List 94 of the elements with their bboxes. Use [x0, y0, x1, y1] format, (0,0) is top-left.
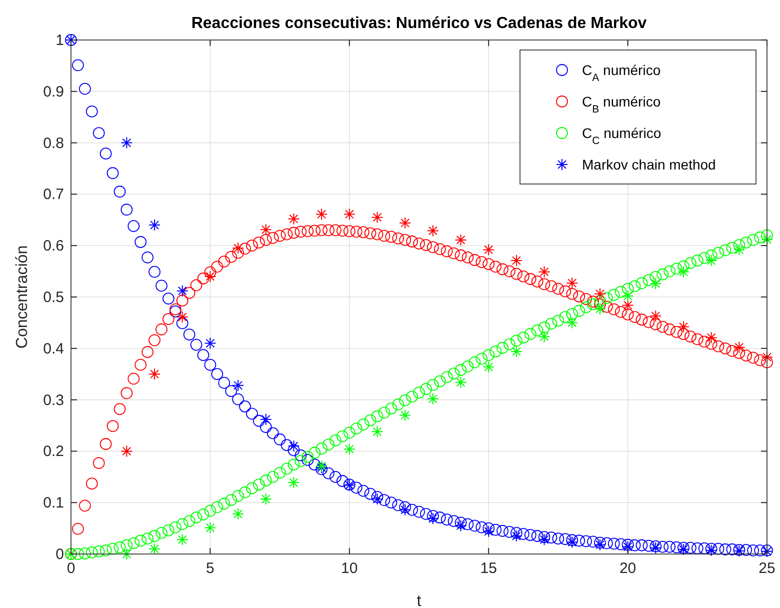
point — [426, 512, 439, 525]
point — [622, 540, 634, 553]
x-tick-label: 25 — [758, 560, 776, 577]
point — [566, 277, 578, 290]
point — [761, 545, 773, 558]
legend-label: Markov chain method — [582, 156, 716, 172]
point — [538, 266, 550, 278]
point — [371, 426, 384, 438]
point — [510, 345, 522, 358]
point — [733, 544, 746, 557]
point — [204, 337, 216, 350]
point — [232, 379, 244, 392]
point — [566, 536, 578, 548]
y-axis-title: Concentración — [14, 245, 31, 349]
chart-title: Reacciones consecutivas: Numérico vs Cadenas de Markov — [191, 15, 647, 32]
point — [176, 311, 188, 324]
point — [482, 360, 495, 373]
point — [371, 211, 384, 224]
point — [120, 445, 133, 458]
point — [454, 376, 467, 388]
y-tick-label: 0.7 — [43, 186, 64, 204]
point — [705, 332, 718, 344]
point — [288, 476, 300, 489]
y-tick-label: 0.3 — [43, 392, 64, 409]
point — [510, 530, 522, 542]
point — [650, 310, 662, 322]
point — [148, 542, 161, 555]
point — [510, 254, 522, 267]
point — [176, 534, 188, 546]
point — [705, 254, 718, 267]
x-axis-title: t — [416, 593, 422, 608]
point — [204, 270, 216, 282]
point — [733, 341, 746, 354]
point — [622, 290, 634, 302]
point — [232, 508, 244, 520]
y-tick-label: 0.4 — [43, 340, 64, 358]
point — [343, 208, 356, 220]
x-tick-label: 20 — [619, 560, 636, 577]
point — [482, 525, 495, 538]
point — [761, 351, 773, 364]
x-tick-label: 5 — [206, 560, 214, 577]
point — [677, 543, 690, 556]
point — [260, 224, 272, 236]
point — [594, 302, 606, 315]
point — [761, 233, 773, 246]
point — [176, 284, 188, 297]
point — [399, 409, 412, 422]
legend-label: C$_{A}$ numérico — [582, 62, 661, 84]
point — [288, 440, 300, 452]
y-tick-label: 0 — [56, 546, 64, 563]
point — [204, 522, 216, 534]
point — [399, 216, 412, 229]
point — [120, 548, 133, 560]
point — [426, 392, 439, 405]
point — [343, 443, 356, 456]
legend-label: C$_{B}$ numérico — [582, 94, 661, 116]
point — [232, 242, 244, 254]
point — [120, 136, 133, 149]
x-tick-label: 0 — [66, 560, 76, 577]
y-tick-label: 1 — [56, 32, 64, 49]
point — [733, 244, 746, 256]
point — [705, 544, 718, 556]
y-tick-label: 0.6 — [43, 238, 64, 255]
point — [343, 479, 356, 492]
y-tick-label: 0.2 — [43, 443, 64, 460]
x-tick-label: 15 — [480, 560, 497, 577]
y-tick-label: 0.9 — [43, 83, 64, 100]
point — [316, 208, 328, 220]
point — [566, 316, 578, 329]
point — [260, 493, 272, 505]
point — [650, 542, 662, 554]
point — [371, 493, 384, 505]
point — [454, 520, 467, 532]
point — [594, 538, 606, 551]
y-tick-label: 0.1 — [43, 494, 64, 512]
point — [148, 368, 161, 380]
y-tick-label: 0.8 — [43, 134, 64, 152]
legend-label: C$_{C}$ numérico — [582, 125, 662, 147]
point — [650, 278, 662, 290]
point — [482, 244, 495, 256]
point — [538, 330, 550, 343]
point — [594, 288, 606, 300]
point — [538, 534, 550, 546]
y-tick-label: 0.5 — [43, 289, 64, 306]
point — [426, 224, 439, 237]
point — [260, 413, 272, 426]
point — [399, 504, 412, 516]
point — [454, 234, 467, 246]
point — [677, 266, 690, 278]
point — [288, 212, 300, 225]
point — [148, 219, 161, 232]
point — [622, 299, 634, 312]
x-tick-label: 10 — [341, 560, 358, 577]
point — [677, 320, 690, 333]
